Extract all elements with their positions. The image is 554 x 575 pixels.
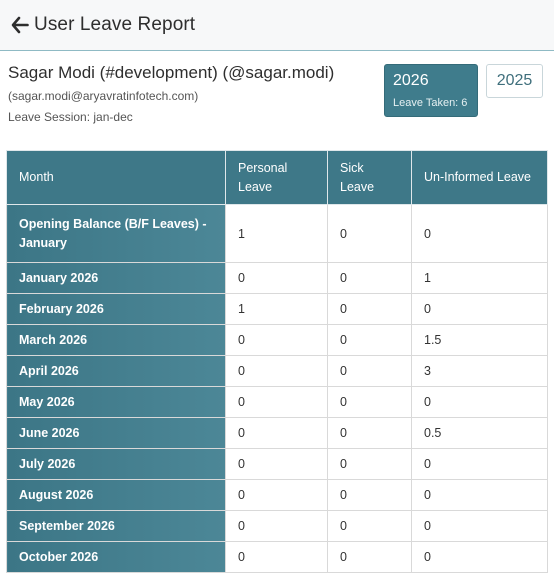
user-email: (sagar.modi@aryavratinfotech.com) [8, 89, 199, 103]
sick-leave-cell: 0 [327, 510, 412, 542]
column-header-uninformed-leave: Un-Informed Leave [411, 150, 548, 205]
sick-leave-cell: 0 [327, 204, 412, 263]
year-label: 2026 [393, 72, 429, 89]
personal-leave-cell: 0 [225, 355, 328, 387]
user-info: Sagar Modi (#development) (@sagar.modi) … [8, 62, 378, 125]
uninformed-leave-cell: 0 [411, 479, 548, 511]
personal-leave-cell: 0 [225, 417, 328, 449]
leave-report-table: Month Personal Leave Sick Leave Un-Infor… [6, 150, 548, 573]
sick-leave-cell: 0 [327, 417, 412, 449]
user-name: Sagar Modi (#development) (@sagar.modi) [8, 63, 335, 82]
table-row: July 2026 0 0 0 [6, 448, 548, 480]
table-row: September 2026 0 0 0 [6, 510, 548, 542]
leave-taken-label: Leave Taken: 6 [393, 97, 468, 109]
month-cell: July 2026 [6, 448, 226, 480]
table-row: August 2026 0 0 0 [6, 479, 548, 511]
personal-leave-cell: 0 [225, 324, 328, 356]
personal-leave-cell: 0 [225, 448, 328, 480]
personal-leave-cell: 0 [225, 479, 328, 511]
year-button-active[interactable]: 2026 Leave Taken: 6 [384, 64, 478, 117]
uninformed-leave-cell: 0 [411, 448, 548, 480]
table-row: May 2026 0 0 0 [6, 386, 548, 418]
month-cell: October 2026 [6, 541, 226, 573]
leave-table-container: Month Personal Leave Sick Leave Un-Infor… [6, 150, 548, 573]
year-button[interactable]: 2025 [486, 64, 543, 98]
month-cell: March 2026 [6, 324, 226, 356]
sick-leave-cell: 0 [327, 479, 412, 511]
uninformed-leave-cell: 0 [411, 510, 548, 542]
month-cell: April 2026 [6, 355, 226, 387]
uninformed-leave-cell: 0 [411, 293, 548, 325]
month-cell: August 2026 [6, 479, 226, 511]
sick-leave-cell: 0 [327, 324, 412, 356]
personal-leave-cell: 0 [225, 386, 328, 418]
top-bar: User Leave Report [0, 0, 554, 51]
column-header-month: Month [6, 150, 226, 205]
column-header-sick-leave: Sick Leave [327, 150, 412, 205]
sick-leave-cell: 0 [327, 262, 412, 294]
uninformed-leave-cell: 1 [411, 262, 548, 294]
personal-leave-cell: 1 [225, 204, 328, 263]
table-row: October 2026 0 0 0 [6, 541, 548, 573]
sick-leave-cell: 0 [327, 386, 412, 418]
uninformed-leave-cell: 0 [411, 204, 548, 263]
leave-session: Leave Session: jan-dec [8, 110, 133, 124]
table-row: January 2026 0 0 1 [6, 262, 548, 294]
uninformed-leave-cell: 3 [411, 355, 548, 387]
uninformed-leave-cell: 0 [411, 386, 548, 418]
personal-leave-cell: 0 [225, 262, 328, 294]
table-row: March 2026 0 0 1.5 [6, 324, 548, 356]
column-header-personal-leave: Personal Leave [225, 150, 328, 205]
table-row: February 2026 1 0 0 [6, 293, 548, 325]
personal-leave-cell: 1 [225, 293, 328, 325]
month-cell: September 2026 [6, 510, 226, 542]
month-cell: June 2026 [6, 417, 226, 449]
sick-leave-cell: 0 [327, 293, 412, 325]
uninformed-leave-cell: 0 [411, 541, 548, 573]
month-cell: January 2026 [6, 262, 226, 294]
table-row: Opening Balance (B/F Leaves) - January 1 0… [6, 204, 548, 263]
table-row: April 2026 0 0 3 [6, 355, 548, 387]
arrow-left-icon[interactable] [10, 15, 30, 35]
sick-leave-cell: 0 [327, 541, 412, 573]
month-cell: Opening Balance (B/F Leaves) - January [6, 204, 226, 263]
personal-leave-cell: 0 [225, 541, 328, 573]
month-cell: May 2026 [6, 386, 226, 418]
personal-leave-cell: 0 [225, 510, 328, 542]
table-header-row: Month Personal Leave Sick Leave Un-Infor… [6, 150, 548, 205]
sick-leave-cell: 0 [327, 355, 412, 387]
page-title: User Leave Report [34, 14, 196, 35]
sick-leave-cell: 0 [327, 448, 412, 480]
uninformed-leave-cell: 1.5 [411, 324, 548, 356]
month-cell: February 2026 [6, 293, 226, 325]
table-row: June 2026 0 0 0.5 [6, 417, 548, 449]
uninformed-leave-cell: 0.5 [411, 417, 548, 449]
